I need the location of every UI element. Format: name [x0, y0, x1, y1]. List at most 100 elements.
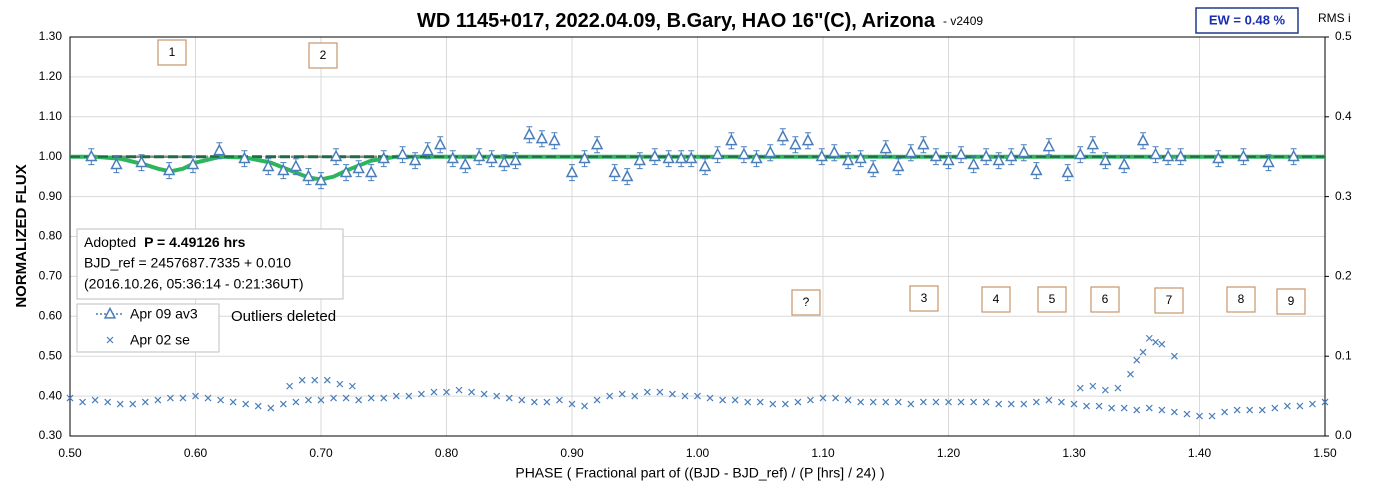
data-point	[1309, 400, 1316, 408]
data-point	[302, 169, 315, 182]
data-point	[91, 396, 99, 404]
data-point	[894, 398, 902, 406]
x-tick-label: 1.00	[686, 446, 710, 460]
data-point	[535, 131, 549, 144]
data-point	[1296, 402, 1304, 410]
data-point	[336, 380, 344, 388]
data-point	[982, 398, 990, 406]
data-point	[1208, 412, 1216, 420]
y-tick-label: 0.50	[39, 348, 63, 362]
y2-tick-label: 0.3	[1335, 189, 1352, 203]
data-point	[355, 396, 363, 404]
data-point	[685, 151, 698, 164]
data-point	[668, 390, 676, 398]
data-point	[1145, 404, 1153, 412]
x-tick-label: 0.50	[58, 446, 82, 460]
data-point	[593, 396, 601, 404]
data-point	[1086, 137, 1100, 150]
data-point	[1118, 157, 1131, 170]
data-point	[750, 151, 763, 164]
data-point	[530, 398, 538, 406]
data-point	[957, 398, 965, 406]
annotation-label: 2	[320, 48, 327, 62]
data-point	[932, 398, 940, 406]
data-point	[1174, 149, 1187, 162]
y-tick-label: 1.00	[39, 149, 63, 163]
data-point	[1262, 155, 1275, 168]
data-point	[1007, 400, 1015, 408]
data-point	[1074, 147, 1087, 160]
data-point	[869, 398, 877, 406]
data-point	[505, 394, 513, 402]
data-point	[656, 388, 664, 396]
data-point	[1183, 410, 1191, 418]
data-point	[323, 376, 331, 384]
data-point	[954, 147, 968, 160]
annotation-box	[1090, 286, 1120, 313]
data-point	[711, 147, 724, 160]
data-point	[1221, 408, 1229, 416]
data-point	[995, 400, 1003, 408]
data-point	[392, 392, 400, 400]
annotation-box	[981, 286, 1011, 313]
data-point	[314, 173, 328, 186]
data-point	[648, 149, 662, 162]
data-point	[674, 151, 688, 164]
data-point	[608, 165, 621, 178]
x-tick-label: 0.60	[184, 446, 208, 460]
ew-box	[1195, 7, 1299, 34]
data-point	[719, 396, 727, 404]
info-date: (2016.10.26, 05:36:14 - 0:21:36UT)	[84, 276, 303, 292]
y-tick-label: 0.30	[39, 428, 63, 442]
data-point	[631, 392, 639, 400]
data-point	[213, 143, 226, 156]
data-point	[744, 398, 752, 406]
data-point	[1158, 340, 1166, 348]
annotation-box	[909, 285, 939, 312]
data-point	[229, 398, 237, 406]
data-point	[352, 161, 365, 174]
annotation-label: 4	[993, 292, 1000, 306]
y2-axis-title: RMS i	[1318, 11, 1351, 25]
data-point	[367, 394, 375, 402]
data-point	[929, 149, 943, 162]
data-point	[1133, 406, 1141, 414]
data-point	[725, 133, 738, 146]
legend-box	[76, 303, 220, 353]
data-point	[417, 390, 425, 398]
data-point	[339, 165, 353, 178]
y2-tick-label: 0.1	[1335, 348, 1352, 362]
data-point	[377, 151, 390, 164]
data-point	[706, 394, 714, 402]
data-point	[590, 137, 604, 150]
data-point	[565, 165, 579, 178]
data-point	[731, 396, 739, 404]
data-point	[1158, 406, 1166, 414]
y2-tick-label: 0.5	[1335, 29, 1352, 43]
data-point	[867, 161, 880, 174]
data-point	[1196, 412, 1203, 420]
data-point	[737, 147, 751, 160]
data-point	[907, 400, 915, 408]
data-point	[1089, 382, 1097, 390]
data-point	[1145, 334, 1153, 342]
data-point	[643, 388, 651, 396]
data-point	[1099, 153, 1112, 166]
data-point	[267, 404, 275, 412]
legend-label: Apr 09 av3	[130, 306, 198, 322]
model-curve	[70, 154, 1325, 182]
data-point	[1127, 370, 1134, 378]
data-point	[543, 398, 551, 406]
annotation-box	[157, 39, 187, 66]
y-tick-label: 1.10	[39, 109, 63, 123]
data-point	[776, 129, 790, 142]
data-point	[254, 402, 262, 410]
data-point	[116, 400, 124, 408]
data-point	[904, 145, 918, 158]
data-point	[480, 390, 488, 398]
x-tick-label: 0.80	[435, 446, 459, 460]
data-point	[493, 392, 501, 400]
data-point	[85, 149, 98, 162]
data-point	[581, 402, 588, 410]
data-point	[1283, 402, 1291, 410]
